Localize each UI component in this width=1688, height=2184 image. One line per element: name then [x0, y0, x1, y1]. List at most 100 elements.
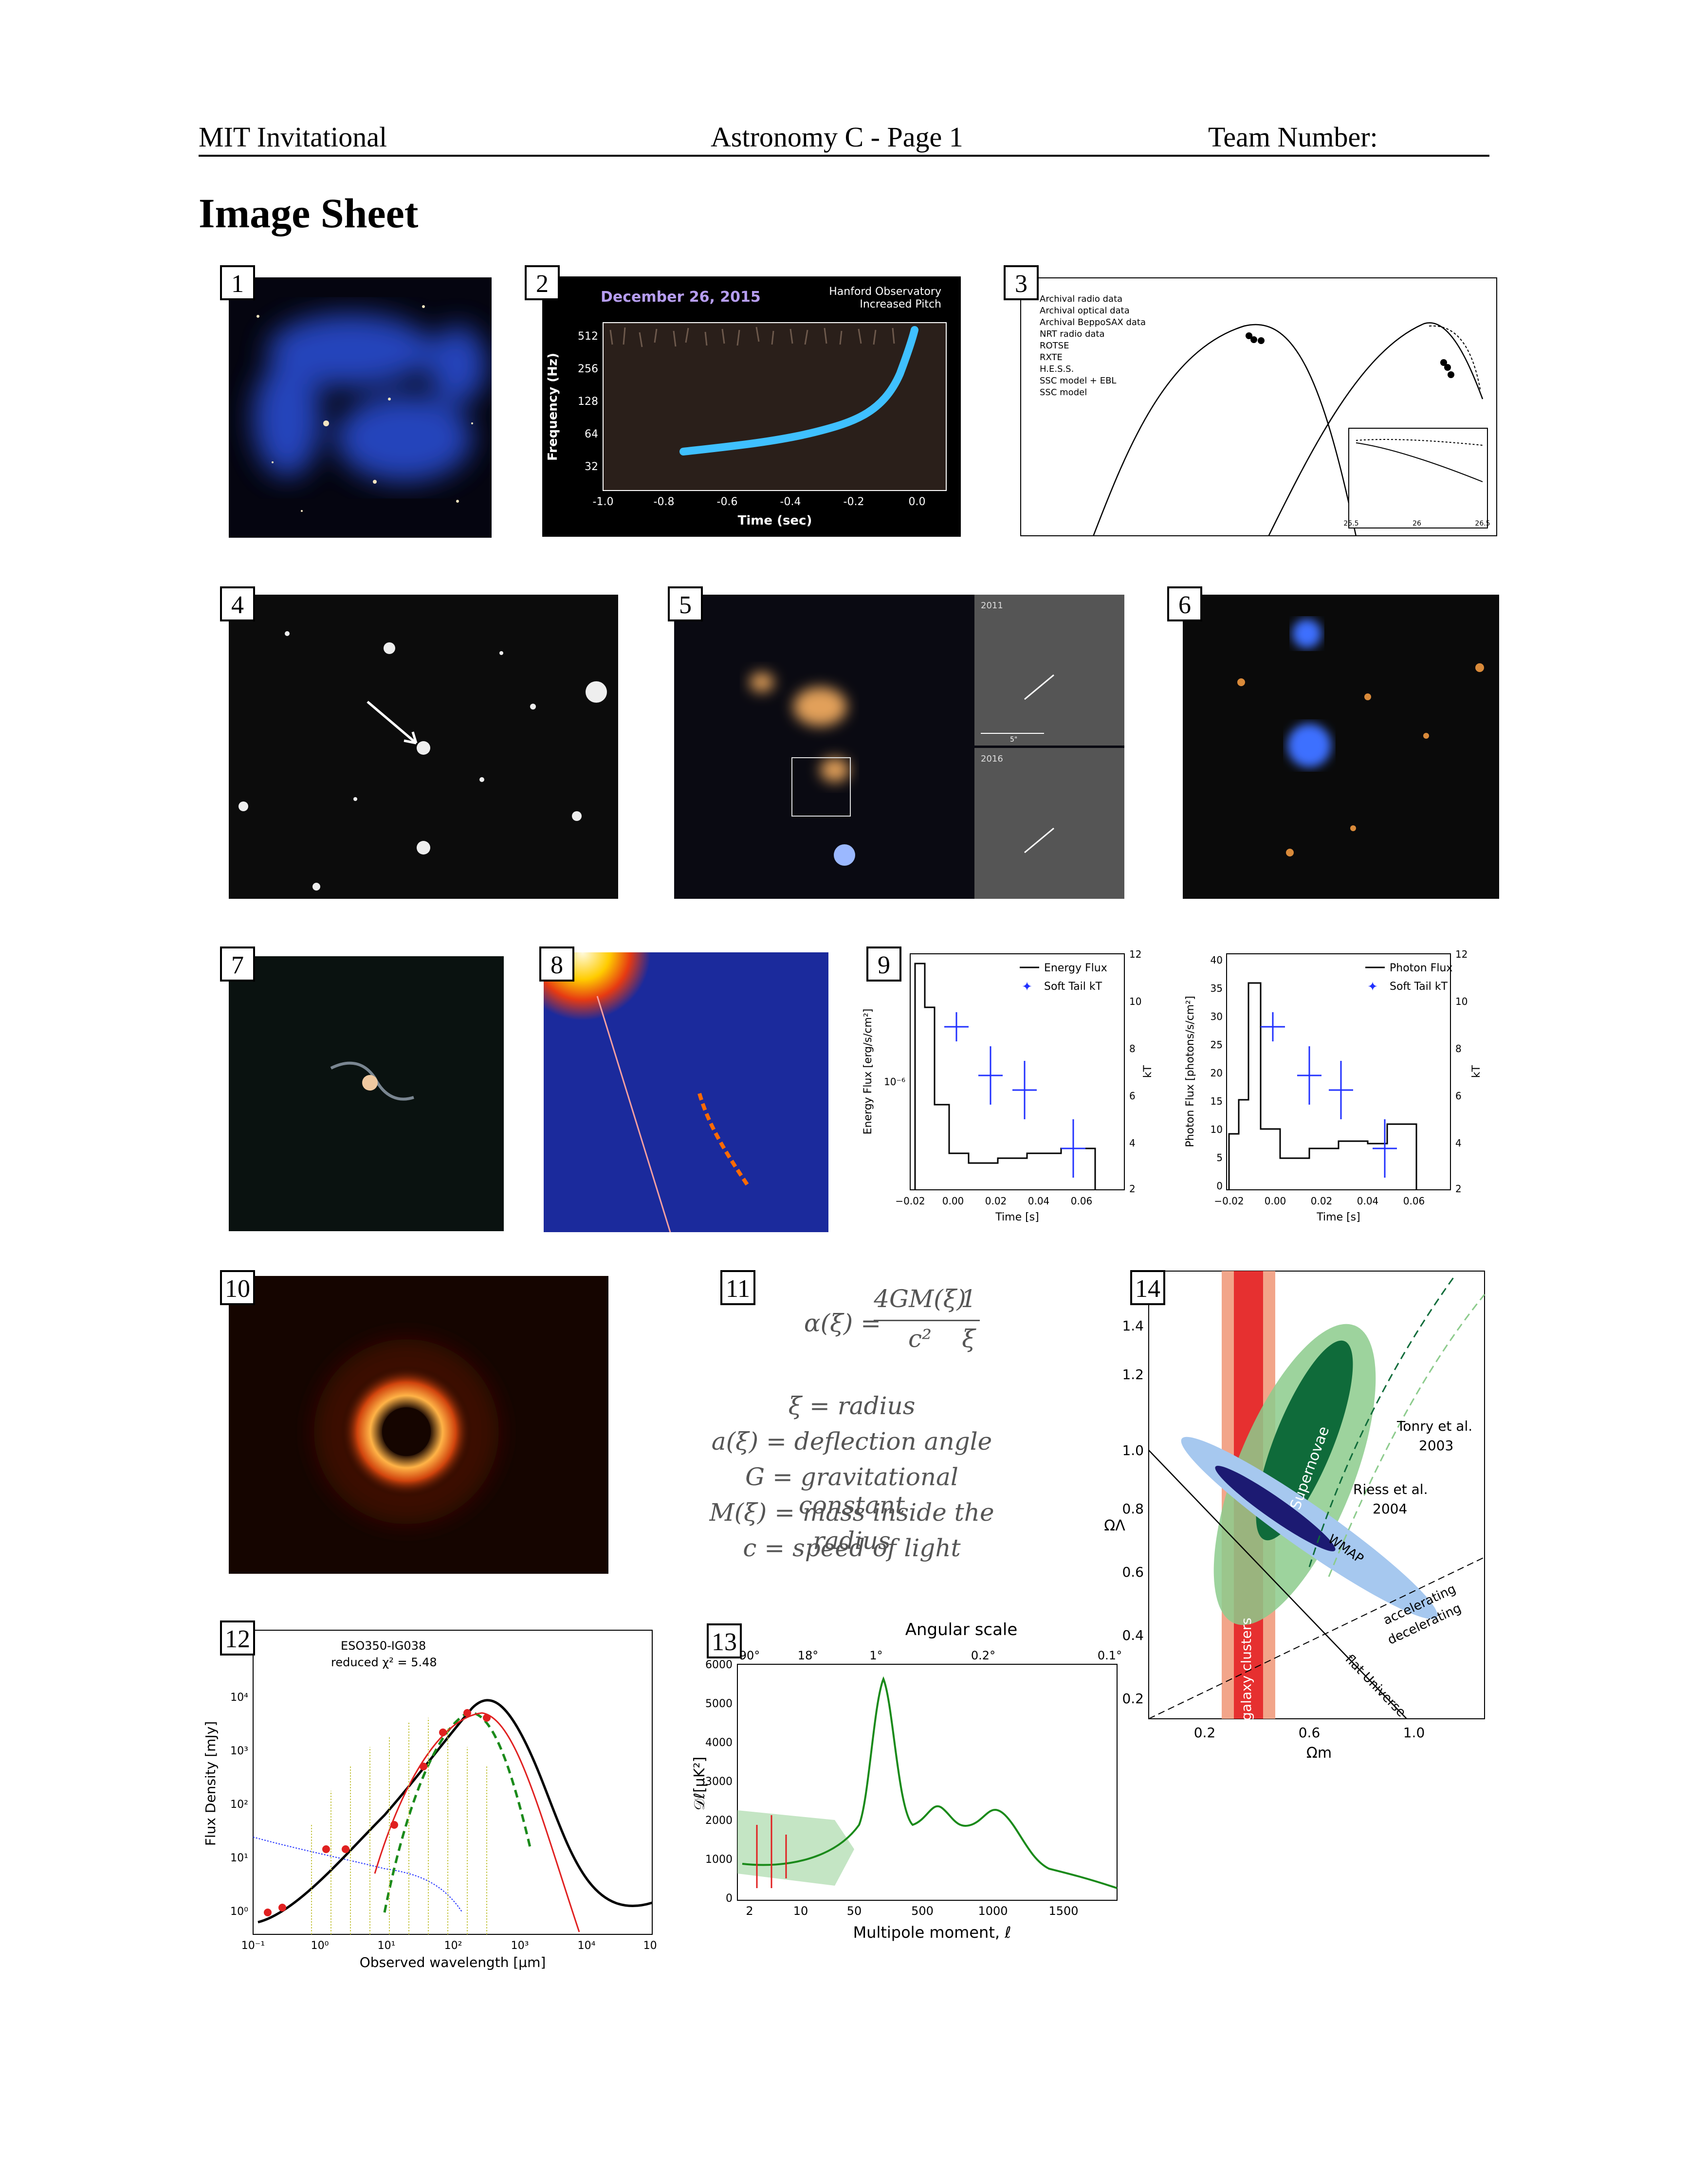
black-hole-shadow-image: [314, 1339, 499, 1524]
p5-year-2016: 2016: [981, 754, 1003, 764]
p11-definition: c = speed of light: [743, 1534, 961, 1562]
p9b-legend-kt: Soft Tail kT: [1390, 981, 1448, 993]
p12-xtick: 10⁵: [643, 1940, 657, 1952]
p14-riess-label: Riess et al.: [1353, 1481, 1428, 1497]
p9b-y2tick: 8: [1455, 1043, 1462, 1055]
p11-eq-denominator2: ξ: [962, 1325, 975, 1353]
p2-xtick: -0.8: [654, 496, 675, 508]
panel-13-cmb-spectrum: Angular scale 90° 18° 1° 0.2° 0.1° 6000 …: [689, 1616, 1122, 1956]
panel-7-number: 7: [220, 946, 255, 982]
p11-definition: M(ξ) = mass inside the radius: [709, 1498, 994, 1555]
p5-zoom-box: [791, 757, 851, 817]
p14-ytick: 0.2: [1122, 1691, 1144, 1707]
header-right: Team Number:: [1208, 121, 1378, 153]
p13-top-tick: 90°: [739, 1649, 760, 1662]
p9-xtick: 0.02: [985, 1195, 1007, 1207]
panel-14-number: 14: [1130, 1270, 1165, 1305]
p14-ytick: 0.6: [1122, 1564, 1144, 1580]
p9b-xtick: 0.04: [1357, 1195, 1379, 1207]
p9-y2tick: 6: [1129, 1090, 1136, 1102]
lensing-cluster-image: 2011 2016 5": [750, 595, 1124, 899]
p13-ytick: 3000: [705, 1776, 733, 1788]
p13-ytick: 4000: [705, 1737, 733, 1749]
panel-5-image: 2011 2016 5": [674, 595, 1124, 899]
star-field-image: [239, 631, 607, 891]
svg-text:✦: ✦: [1367, 980, 1378, 994]
p2-note: Increased Pitch: [860, 298, 941, 310]
p11-definition: ξ = radius: [788, 1392, 916, 1420]
p9-xtick: 0.00: [942, 1195, 964, 1207]
p9b-xtick: 0.02: [1311, 1195, 1333, 1207]
panel-10-number: 10: [220, 1270, 255, 1305]
p14-xlabel: Ωm: [1306, 1745, 1332, 1762]
p12-xtick: 10¹: [378, 1940, 396, 1952]
p9b-ytick: 0: [1216, 1180, 1223, 1192]
p9-y2tick: 12: [1129, 948, 1141, 960]
p5-inset-top: [974, 595, 1124, 746]
p9b-xlabel: Time [s]: [1316, 1211, 1360, 1223]
p11-eq-lhs: α(ξ) =: [804, 1309, 881, 1337]
p13-xlabel: Multipole moment, ℓ: [853, 1923, 1011, 1942]
p3-inset-tick: 25.5: [1343, 520, 1358, 528]
p9b-ytick: 40: [1211, 954, 1223, 966]
panel-9-number: 9: [866, 946, 901, 982]
p12-xlabel: Observed wavelength [μm]: [360, 1954, 546, 1970]
p9b-ytick: 20: [1211, 1067, 1223, 1079]
p9b-xtick: −0.02: [1214, 1195, 1244, 1207]
p14-xtick: 0.2: [1194, 1725, 1216, 1741]
p12-total-fit: [257, 1699, 653, 1924]
p12-ytick: 10⁰: [230, 1906, 248, 1918]
p2-xtick: -1.0: [593, 496, 614, 508]
p14-wmap-inner: [1215, 1466, 1336, 1551]
p9b-ytick: 25: [1211, 1039, 1223, 1051]
p13-ylabel: 𝒟ℓ[μK²]: [691, 1757, 708, 1811]
p12-ytick: 10³: [230, 1745, 248, 1757]
p12-ylabel: Flux Density [mJy]: [202, 1721, 219, 1846]
panel-1-number: 1: [220, 265, 255, 300]
p9-y2tick: 10: [1129, 996, 1141, 1007]
p2-observatory: Hanford Observatory: [829, 286, 941, 298]
panel-8-image: [544, 952, 828, 1232]
panel-6-image: [1183, 595, 1499, 899]
p14-ylabel: ΩΛ: [1104, 1517, 1125, 1534]
p3-legend-item: SSC model: [1040, 387, 1087, 398]
p13-ytick: 1000: [705, 1854, 733, 1866]
panel-3-number: 3: [1004, 265, 1039, 300]
panel-13-number: 13: [707, 1623, 742, 1658]
p9b-y2tick: 4: [1455, 1137, 1462, 1149]
p14-riess-year: 2004: [1373, 1501, 1407, 1517]
p13-ytick: 0: [726, 1893, 733, 1905]
p9-xtick: 0.06: [1071, 1195, 1093, 1207]
p5-year-2011: 2011: [981, 601, 1003, 611]
p14-acc-line: [1148, 1557, 1485, 1719]
p9-xtick: 0.04: [1028, 1195, 1050, 1207]
p3-legend-item: Archival radio data: [1040, 294, 1122, 304]
p9b-ytick: 5: [1216, 1152, 1223, 1164]
p12-ytick: 10⁴: [230, 1692, 248, 1704]
panel-3-sed-plot: Archival radio data Archival optical dat…: [1020, 277, 1497, 536]
p14-ytick: 1.2: [1122, 1366, 1144, 1383]
p14-xtick: 0.6: [1299, 1725, 1321, 1741]
p9-y2tick: 2: [1129, 1183, 1136, 1195]
p3-legend-item: SSC model + EBL: [1040, 376, 1116, 386]
p9-xtick: −0.02: [895, 1195, 925, 1207]
p3-legend-item: H.E.S.S.: [1040, 364, 1074, 374]
svg-text:✦: ✦: [1022, 980, 1032, 994]
p9-y2tick: 4: [1129, 1137, 1136, 1149]
p14-ytick: 0.4: [1122, 1627, 1144, 1643]
p2-ytick: 64: [585, 428, 598, 440]
p14-ytick: 0.8: [1122, 1501, 1144, 1517]
p9b-photon-flux-line: [1228, 982, 1417, 1190]
p9b-legend-photon: Photon Flux: [1390, 962, 1452, 974]
panel-2-spectrogram: December 26, 2015 Hanford Observatory In…: [542, 276, 961, 537]
p13-xtick: 10: [793, 1904, 808, 1918]
p13-xtick: 50: [847, 1904, 862, 1918]
p13-top-tick: 1°: [869, 1649, 882, 1662]
header-left: MIT Invitational: [199, 121, 387, 153]
panel-11-number: 11: [720, 1270, 755, 1305]
p14-flat-label: flat Universe: [1342, 1652, 1409, 1720]
panel-5-number: 5: [668, 586, 703, 621]
panel-12-number: 12: [220, 1620, 255, 1656]
p14-tonry-label: Tonry et al.: [1396, 1418, 1472, 1434]
panel-6-number: 6: [1167, 586, 1202, 621]
